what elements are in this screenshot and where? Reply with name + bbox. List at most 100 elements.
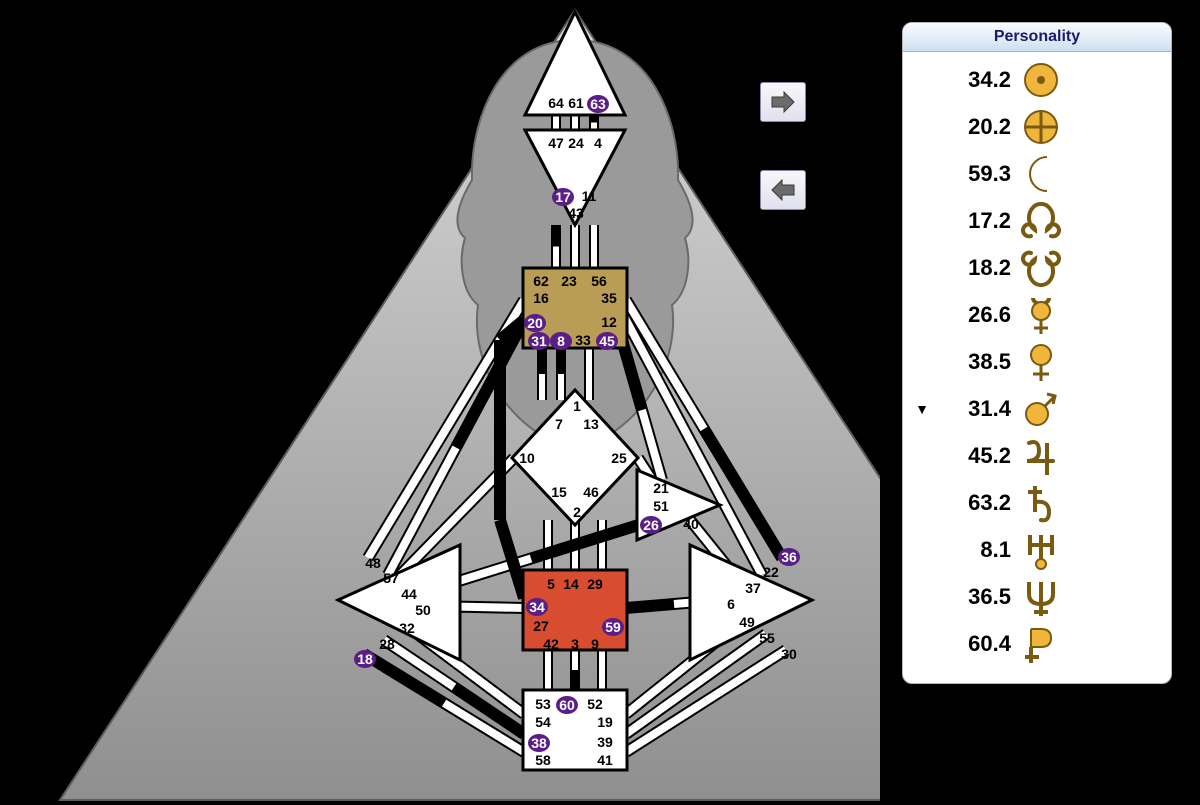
gate-44: 44: [398, 586, 420, 602]
gate-41: 41: [594, 752, 616, 768]
row-value: 34.2: [931, 67, 1017, 93]
personality-row: 34.2: [913, 56, 1161, 103]
gate-29: 29: [584, 576, 606, 592]
gate-21: 21: [650, 480, 672, 496]
row-value: 36.5: [931, 584, 1017, 610]
gate-48: 48: [362, 555, 384, 571]
gate-1: 1: [566, 398, 588, 414]
gate-33: 33: [572, 332, 594, 348]
row-value: 18.2: [931, 255, 1017, 281]
gate-32: 32: [396, 620, 418, 636]
gate-50: 50: [412, 602, 434, 618]
planet-mercury-icon: [1017, 293, 1065, 337]
row-value: 26.6: [931, 302, 1017, 328]
gate-25: 25: [608, 450, 630, 466]
gate-6: 6: [720, 596, 742, 612]
personality-row: 63.2: [913, 479, 1161, 526]
gate-22: 22: [760, 564, 782, 580]
personality-panel: Personality 34.2 20.2 59.3 17.2 18.2 26.6 38.5…: [902, 22, 1172, 684]
gate-12: 12: [598, 314, 620, 330]
gate-13: 13: [580, 416, 602, 432]
gate-61: 61: [565, 95, 587, 111]
gate-3: 3: [564, 636, 586, 652]
row-value: 17.2: [931, 208, 1017, 234]
personality-row: 20.2: [913, 103, 1161, 150]
gate-39: 39: [594, 734, 616, 750]
personality-row: 17.2: [913, 197, 1161, 244]
row-value: 45.2: [931, 443, 1017, 469]
gate-37: 37: [742, 580, 764, 596]
gate-49: 49: [736, 614, 758, 630]
personality-row: 60.4: [913, 620, 1161, 667]
planet-mars-icon: [1017, 387, 1065, 431]
planet-pluto-icon: [1017, 622, 1065, 666]
gate-17: 17: [552, 188, 574, 206]
gate-15: 15: [548, 484, 570, 500]
row-value: 38.5: [931, 349, 1017, 375]
planet-sun-icon: [1017, 58, 1065, 102]
planet-earth-icon: [1017, 105, 1065, 149]
gate-53: 53: [532, 696, 554, 712]
planet-neptune-icon: [1017, 575, 1065, 619]
row-value: 59.3: [931, 161, 1017, 187]
gate-38: 38: [528, 734, 550, 752]
gate-56: 56: [588, 273, 610, 289]
gate-10: 10: [516, 450, 538, 466]
gate-47: 47: [545, 135, 567, 151]
personality-panel-body: 34.2 20.2 59.3 17.2 18.2 26.6 38.5 ▼31.4 45.2 63.…: [903, 52, 1171, 673]
planet-uranus-icon: [1017, 528, 1065, 572]
row-value: 8.1: [931, 537, 1017, 563]
row-marker: ▼: [913, 401, 931, 417]
planet-snode-icon: [1017, 246, 1065, 290]
gate-5: 5: [540, 576, 562, 592]
gate-40: 40: [680, 516, 702, 532]
gate-26: 26: [640, 516, 662, 534]
planet-nnode-icon: [1017, 199, 1065, 243]
gate-51: 51: [650, 498, 672, 514]
gate-45: 45: [596, 332, 618, 350]
gate-2: 2: [566, 504, 588, 520]
row-value: 60.4: [931, 631, 1017, 657]
personality-panel-title: Personality: [903, 23, 1171, 52]
gate-9: 9: [584, 636, 606, 652]
planet-saturn-icon: [1017, 481, 1065, 525]
row-value: 63.2: [931, 490, 1017, 516]
gate-55: 55: [756, 630, 778, 646]
gate-52: 52: [584, 696, 606, 712]
gate-8: 8: [550, 332, 572, 350]
planet-moon-icon: [1017, 152, 1065, 196]
gate-28: 28: [376, 636, 398, 652]
personality-row: 45.2: [913, 432, 1161, 479]
gate-62: 62: [530, 273, 552, 289]
planet-jupiter-icon: [1017, 434, 1065, 478]
gate-31: 31: [528, 332, 550, 350]
gate-27: 27: [530, 618, 552, 634]
planet-venus-icon: [1017, 340, 1065, 384]
gate-60: 60: [556, 696, 578, 714]
personality-row: 26.6: [913, 291, 1161, 338]
personality-row: 18.2: [913, 244, 1161, 291]
gate-4: 4: [587, 135, 609, 151]
personality-row: 36.5: [913, 573, 1161, 620]
gate-46: 46: [580, 484, 602, 500]
gate-7: 7: [548, 416, 570, 432]
personality-row: ▼31.4: [913, 385, 1161, 432]
gate-30: 30: [778, 646, 800, 662]
row-value: 20.2: [931, 114, 1017, 140]
gate-35: 35: [598, 290, 620, 306]
gate-19: 19: [594, 714, 616, 730]
gate-16: 16: [530, 290, 552, 306]
gate-59: 59: [602, 618, 624, 636]
gate-34: 34: [526, 598, 548, 616]
row-value: 31.4: [931, 396, 1017, 422]
gate-18: 18: [354, 650, 376, 668]
gate-54: 54: [532, 714, 554, 730]
gate-11: 11: [578, 188, 600, 204]
personality-row: 8.1: [913, 526, 1161, 573]
gate-24: 24: [565, 135, 587, 151]
gate-64: 64: [545, 95, 567, 111]
bodygraph-stage: 6461634724417114362235616352012318334517…: [0, 0, 880, 805]
gate-23: 23: [558, 273, 580, 289]
personality-row: 59.3: [913, 150, 1161, 197]
gate-58: 58: [532, 752, 554, 768]
